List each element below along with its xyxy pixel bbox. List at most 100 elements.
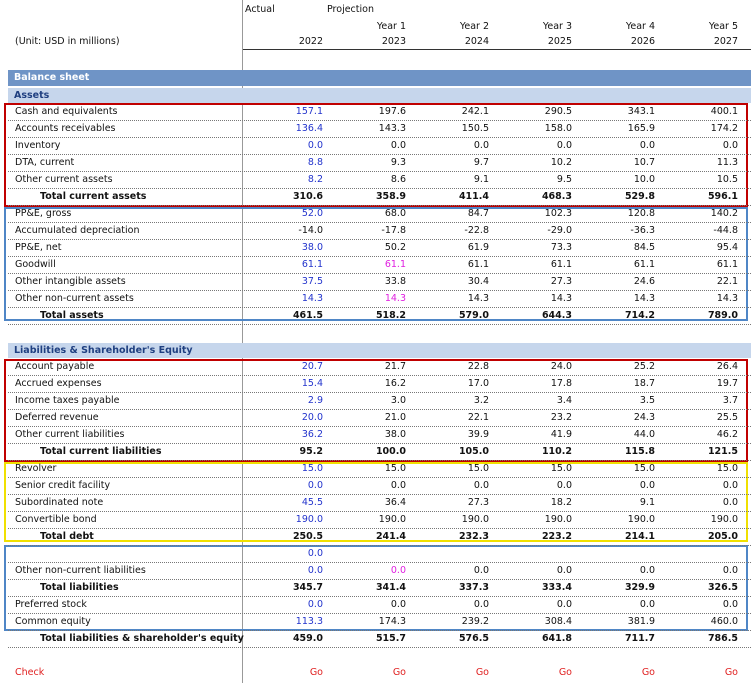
row-label: Goodwill [15, 259, 56, 270]
cell-value: 61.1 [301, 259, 323, 270]
cell-value: 14.3 [633, 293, 655, 304]
total-label: Total current assets [40, 191, 147, 202]
cell-value: 400.1 [710, 106, 738, 117]
cell-value: 25.2 [633, 361, 655, 372]
cell-value: 190.0 [710, 514, 738, 525]
row-separator [8, 392, 751, 393]
check-value: Go [558, 667, 572, 678]
row-separator [8, 511, 751, 512]
cell-value: 22.1 [467, 412, 489, 423]
row-separator [8, 443, 751, 444]
row-separator [8, 188, 751, 189]
cell-value: 10.2 [550, 157, 572, 168]
cell-value: 36.4 [384, 497, 406, 508]
row-separator [8, 630, 751, 631]
cell-value: 46.2 [716, 429, 738, 440]
cell-value: 190.0 [461, 514, 489, 525]
cell-value: 0.0 [722, 480, 738, 491]
cell-value: 190.0 [544, 514, 572, 525]
cell-value: 0.0 [390, 599, 406, 610]
cell-value: 16.2 [384, 378, 406, 389]
cell-value: 73.3 [550, 242, 572, 253]
total-label: Total liabilities [40, 582, 119, 593]
cell-value: 143.3 [378, 123, 406, 134]
cell-value: -22.8 [464, 225, 489, 236]
cell-value: 14.3 [716, 293, 738, 304]
check-value: Go [392, 667, 406, 678]
cell-value: 41.9 [550, 429, 572, 440]
highlight-box [4, 359, 748, 462]
total-value: 358.9 [375, 191, 406, 202]
cell-value: 15.4 [301, 378, 323, 389]
row-separator [8, 494, 751, 495]
total-value: 515.7 [375, 633, 406, 644]
cell-value: 39.9 [467, 429, 489, 440]
cell-value: 0.0 [556, 140, 572, 151]
cell-value: 33.8 [384, 276, 406, 287]
cell-value: 0.0 [639, 480, 655, 491]
row-label: Account payable [15, 361, 95, 372]
row-separator [8, 545, 751, 546]
total-value: 345.7 [292, 582, 323, 593]
cell-value: 0.0 [473, 480, 489, 491]
year-label: 2023 [381, 36, 406, 47]
row-separator [8, 154, 751, 155]
cell-value: 0.0 [722, 140, 738, 151]
actual-label: Actual [245, 4, 275, 15]
period-label: Year 3 [542, 21, 572, 32]
cell-value: 0.0 [556, 599, 572, 610]
row-label: Senior credit facility [15, 480, 111, 491]
cell-value: 0.0 [639, 599, 655, 610]
cell-value: 24.0 [550, 361, 572, 372]
cell-value: 0.0 [722, 497, 738, 508]
highlight-box [4, 103, 748, 207]
cell-value: 52.0 [301, 208, 323, 219]
cell-value: 61.1 [467, 259, 489, 270]
total-value: 205.0 [707, 531, 738, 542]
cell-value: 8.8 [307, 157, 323, 168]
cell-value: 0.0 [639, 140, 655, 151]
total-value: 326.5 [707, 582, 738, 593]
cell-value: 165.9 [627, 123, 655, 134]
year-label: 2027 [713, 36, 738, 47]
total-value: 232.3 [458, 531, 489, 542]
cell-value: 190.0 [627, 514, 655, 525]
cell-value: 50.2 [384, 242, 406, 253]
cell-value: 8.6 [390, 174, 406, 185]
check-value: Go [724, 667, 738, 678]
total-value: 241.4 [375, 531, 406, 542]
year-label: 2026 [630, 36, 655, 47]
total-value: 115.8 [624, 446, 655, 457]
cell-value: 61.1 [384, 259, 406, 270]
cell-value: 10.7 [633, 157, 655, 168]
total-label: Total assets [40, 310, 104, 321]
row-separator [8, 460, 751, 461]
section-bar: Balance sheet [8, 70, 751, 86]
cell-value: 84.7 [467, 208, 489, 219]
total-label: Total current liabilities [40, 446, 162, 457]
cell-value: -44.8 [713, 225, 738, 236]
total-value: 518.2 [375, 310, 406, 321]
row-separator [8, 579, 751, 580]
total-value: 711.7 [624, 633, 655, 644]
cell-value: 9.5 [556, 174, 572, 185]
cell-value: 381.9 [627, 616, 655, 627]
row-separator [8, 596, 751, 597]
total-value: 95.2 [299, 446, 323, 457]
check-value: Go [475, 667, 489, 678]
cell-value: 38.0 [384, 429, 406, 440]
cell-value: 290.5 [544, 106, 572, 117]
cell-value: 460.0 [710, 616, 738, 627]
column-divider [242, 0, 243, 683]
year-label: 2024 [464, 36, 489, 47]
cell-value: -29.0 [547, 225, 572, 236]
cell-value: 18.7 [633, 378, 655, 389]
total-value: 333.4 [541, 582, 572, 593]
total-value: 310.6 [292, 191, 323, 202]
check-label: Check [15, 667, 45, 678]
cell-value: 30.4 [467, 276, 489, 287]
cell-value: 15.0 [467, 463, 489, 474]
row-label: Subordinated note [15, 497, 104, 508]
cell-value: 15.0 [716, 463, 738, 474]
